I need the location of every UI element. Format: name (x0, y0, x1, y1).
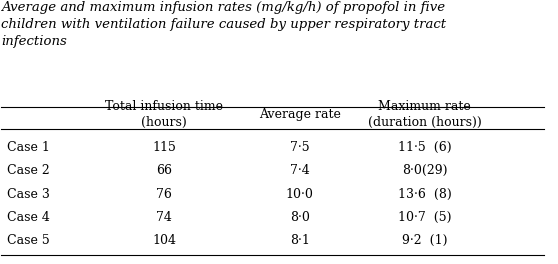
Text: 10·0: 10·0 (286, 187, 314, 201)
Text: 9·2  (1): 9·2 (1) (402, 234, 448, 247)
Text: 66: 66 (156, 164, 172, 177)
Text: 74: 74 (156, 211, 172, 224)
Text: 11·5  (6): 11·5 (6) (398, 141, 451, 154)
Text: 8·0(29): 8·0(29) (402, 164, 448, 177)
Text: 115: 115 (152, 141, 176, 154)
Text: Total infusion time
(hours): Total infusion time (hours) (105, 100, 223, 129)
Text: Maximum rate
(duration (hours)): Maximum rate (duration (hours)) (368, 100, 482, 129)
Text: 104: 104 (152, 234, 176, 247)
Text: Case 1: Case 1 (7, 141, 50, 154)
Text: Case 3: Case 3 (7, 187, 50, 201)
Text: Case 4: Case 4 (7, 211, 50, 224)
Text: Case 2: Case 2 (7, 164, 50, 177)
Text: Average rate: Average rate (259, 108, 341, 121)
Text: Case 5: Case 5 (7, 234, 50, 247)
Text: 13·6  (8): 13·6 (8) (398, 187, 451, 201)
Text: Average and maximum infusion rates (mg/kg/h) of propofol in five
children with v: Average and maximum infusion rates (mg/k… (1, 1, 446, 48)
Text: 8·0: 8·0 (290, 211, 310, 224)
Text: 8·1: 8·1 (290, 234, 310, 247)
Text: 76: 76 (156, 187, 172, 201)
Text: 7·5: 7·5 (290, 141, 310, 154)
Text: 7·4: 7·4 (290, 164, 310, 177)
Text: 10·7  (5): 10·7 (5) (398, 211, 451, 224)
